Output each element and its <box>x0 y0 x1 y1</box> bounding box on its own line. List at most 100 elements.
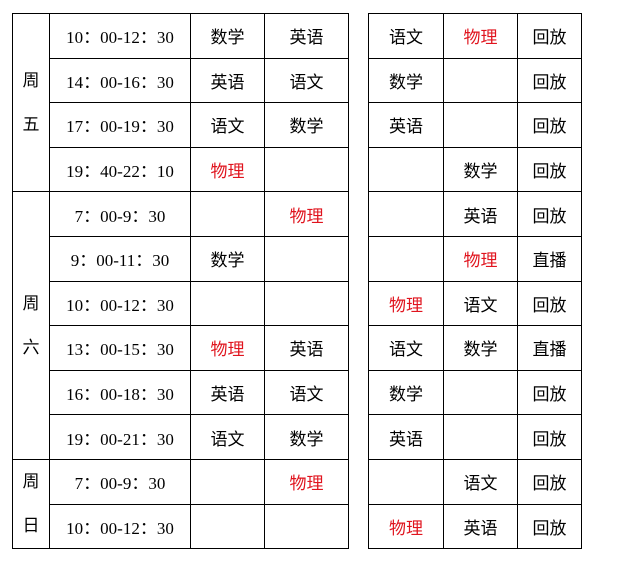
table-row: 物理 直播 <box>368 235 582 282</box>
subject-cell <box>190 280 265 327</box>
time-slot: 7：00-9：30 <box>49 458 191 505</box>
table-row: 英语 回放 <box>368 191 582 237</box>
day-label: 周六 <box>12 191 50 460</box>
table-row: 数学 回放 <box>368 146 582 193</box>
subject-cell <box>368 191 444 237</box>
time-slot: 16：00-18：30 <box>49 369 191 416</box>
table-row: 10：00-12：30 <box>13 280 349 327</box>
table-row: 数学 回放 <box>368 369 582 416</box>
mode-cell: 回放 <box>517 191 582 237</box>
subject-cell: 数学 <box>264 102 349 148</box>
day-label: 周五 <box>12 12 50 193</box>
table-row: 19：40-22：10 物理 <box>13 146 349 193</box>
table-row: 9：00-11：30 数学 <box>13 235 349 282</box>
subject-cell <box>443 414 518 460</box>
subject-cell <box>368 235 444 282</box>
mode-cell: 回放 <box>517 57 582 104</box>
subject-cell <box>368 146 444 193</box>
table-row: 英语 回放 <box>368 414 582 460</box>
mode-cell: 回放 <box>517 458 582 505</box>
subject-cell: 语文 <box>190 414 265 460</box>
subject-cell: 英语 <box>264 13 349 59</box>
subject-cell: 语文 <box>190 102 265 148</box>
table-row: 周日 7：00-9：30 物理 <box>12 458 349 550</box>
subject-cell: 数学 <box>190 13 265 59</box>
mode-cell: 回放 <box>517 280 582 327</box>
subject-cell <box>190 191 265 237</box>
subject-cell: 英语 <box>190 369 265 416</box>
subject-cell: 语文 <box>368 13 444 59</box>
subject-cell: 语文 <box>443 458 518 505</box>
mode-cell: 回放 <box>517 146 582 193</box>
subject-cell: 语文 <box>443 280 518 327</box>
subject-cell: 物理 <box>443 13 518 59</box>
table-row: 语文 数学 直播 <box>368 325 582 371</box>
subject-cell: 数学 <box>443 325 518 371</box>
day-label: 周日 <box>12 458 50 550</box>
subject-cell <box>443 369 518 416</box>
subject-cell <box>443 57 518 104</box>
mode-cell: 回放 <box>517 414 582 460</box>
mode-cell: 回放 <box>517 503 582 550</box>
subject-cell: 英语 <box>368 102 444 148</box>
subject-cell: 英语 <box>264 325 349 371</box>
subject-cell <box>264 503 349 550</box>
subject-cell <box>190 503 265 550</box>
schedule-table-left: 周五 10：00-12：30 数学 英语 14：00-16：30 英语 语文 17：00-19… <box>12 12 349 550</box>
subject-cell: 物理 <box>264 458 349 505</box>
table-row: 10：00-12：30 <box>13 503 349 550</box>
subject-cell: 数学 <box>368 369 444 416</box>
subject-cell <box>264 235 349 282</box>
subject-cell: 英语 <box>190 57 265 104</box>
subject-cell: 英语 <box>443 503 518 550</box>
subject-cell: 物理 <box>443 235 518 282</box>
subject-cell: 语文 <box>264 57 349 104</box>
table-row: 周六 7：00-9：30 物理 <box>12 191 349 460</box>
table-row: 17：00-19：30 语文 数学 <box>13 102 349 148</box>
subject-cell <box>264 280 349 327</box>
table-row: 数学 回放 <box>368 57 582 104</box>
mode-cell: 回放 <box>517 369 582 416</box>
mode-cell: 直播 <box>517 325 582 371</box>
subject-cell <box>368 458 444 505</box>
time-slot: 17：00-19：30 <box>49 102 191 148</box>
subject-cell <box>443 102 518 148</box>
table-row: 16：00-18：30 英语 语文 <box>13 369 349 416</box>
table-row: 14：00-16：30 英语 语文 <box>13 57 349 104</box>
table-row: 语文 物理 回放 <box>368 13 582 59</box>
mode-cell: 回放 <box>517 102 582 148</box>
subject-cell <box>264 146 349 193</box>
table-row: 英语 回放 <box>368 102 582 148</box>
time-slot: 10：00-12：30 <box>49 280 191 327</box>
mode-cell: 直播 <box>517 235 582 282</box>
table-row: 周五 10：00-12：30 数学 英语 <box>12 12 349 193</box>
table-row: 物理 英语 回放 <box>368 503 582 550</box>
mode-cell: 回放 <box>517 13 582 59</box>
subject-cell: 数学 <box>368 57 444 104</box>
table-row: 19：00-21：30 语文 数学 <box>13 414 349 460</box>
subject-cell: 语文 <box>368 325 444 371</box>
time-slot: 10：00-12：30 <box>49 13 191 59</box>
schedule-table-right: 语文 物理 回放 数学 回放 英语 回放 数学 回放 英语 回放 物理 直播 物理 语文 回放 语文 数学 直播 数学… <box>368 13 582 550</box>
subject-cell: 物理 <box>368 280 444 327</box>
time-slot: 14：00-16：30 <box>49 57 191 104</box>
subject-cell: 数学 <box>264 414 349 460</box>
time-slot: 10：00-12：30 <box>49 503 191 550</box>
subject-cell: 物理 <box>368 503 444 550</box>
subject-cell: 物理 <box>264 191 349 237</box>
table-row: 13：00-15：30 物理 英语 <box>13 325 349 371</box>
subject-cell: 英语 <box>443 191 518 237</box>
time-slot: 7：00-9：30 <box>49 191 191 237</box>
subject-cell: 数学 <box>443 146 518 193</box>
time-slot: 19：40-22：10 <box>49 146 191 193</box>
subject-cell: 英语 <box>368 414 444 460</box>
time-slot: 13：00-15：30 <box>49 325 191 371</box>
table-row: 物理 语文 回放 <box>368 280 582 327</box>
subject-cell: 数学 <box>190 235 265 282</box>
subject-cell <box>190 458 265 505</box>
time-slot: 9：00-11：30 <box>49 235 191 282</box>
table-row: 语文 回放 <box>368 458 582 505</box>
subject-cell: 语文 <box>264 369 349 416</box>
subject-cell: 物理 <box>190 146 265 193</box>
time-slot: 19：00-21：30 <box>49 414 191 460</box>
